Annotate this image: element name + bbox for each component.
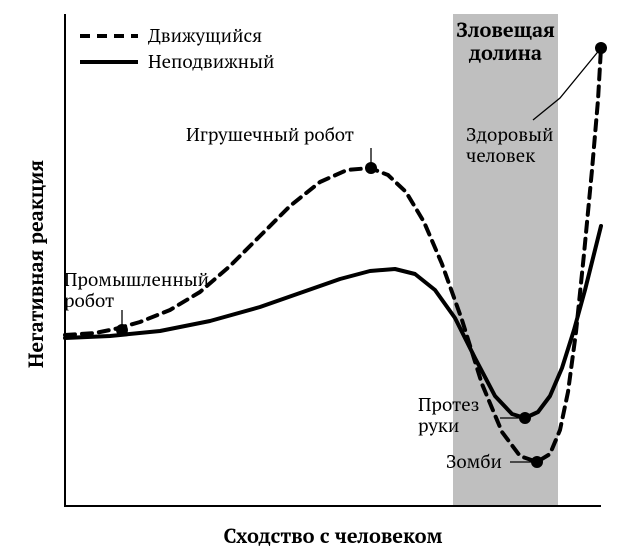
x-axis-label: Сходство с человеком <box>133 524 533 547</box>
legend-item-moving: Движущийся <box>148 26 262 47</box>
callout-toy-robot: Игрушечный робот <box>186 125 416 146</box>
legend-item-still: Неподвижный <box>148 52 274 73</box>
zone-label: Зловещая долина <box>431 18 581 64</box>
uncanny-valley-chart: Зловещая долина Сходство с человеком Нег… <box>0 0 624 556</box>
callout-industrial-robot: Промышленный робот <box>64 270 234 313</box>
y-axis-label: Негативная реакция <box>24 160 47 368</box>
callout-prosthesis: Протез руки <box>418 395 518 438</box>
callout-healthy-human: Здоровый человек <box>466 125 596 168</box>
callout-zombie: Зомби <box>446 452 546 473</box>
